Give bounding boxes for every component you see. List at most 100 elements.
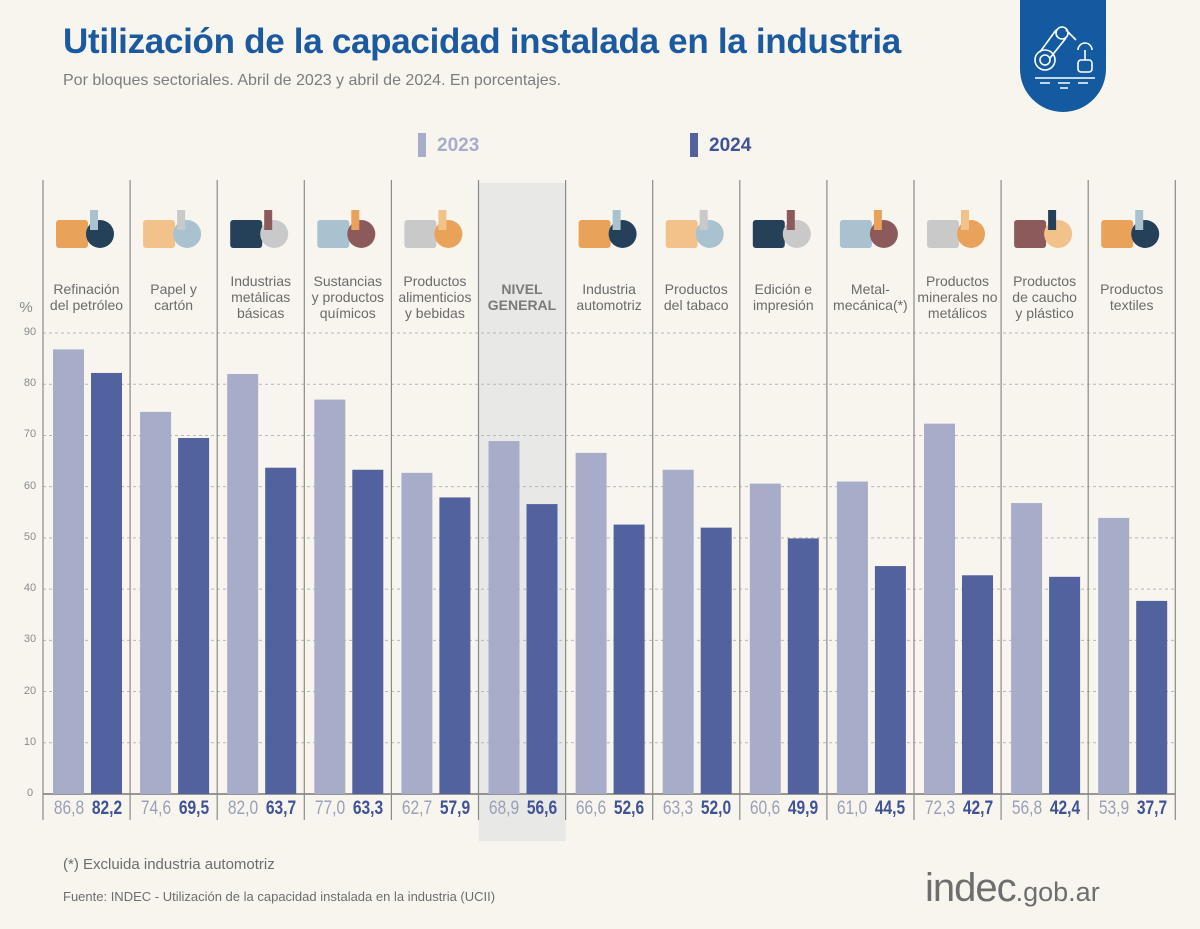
y-tick-label: 50 [23,530,37,543]
legend-swatch-2023 [418,133,426,157]
y-tick-label: 20 [23,684,37,697]
bar-2023 [1098,517,1130,794]
data-label-2023: 60,6 [750,798,781,819]
legend-label-2024: 2024 [709,135,752,156]
y-tick-label: 10 [23,735,37,748]
bar-2024 [787,538,819,794]
data-label-2024: 52,0 [701,798,732,819]
category-label: Papel y cartón [150,281,197,313]
data-label-2023: 86,8 [53,798,84,819]
indec-logo: indec.gob.ar [925,866,1100,911]
bar-2024 [526,504,558,794]
bar-2024 [962,575,993,794]
bar-2023 [140,411,172,794]
chemical-flask-icon [317,210,376,248]
bar-2024 [265,467,297,794]
data-label-2024: 44,5 [875,798,906,819]
data-label-2023: 82,0 [227,798,258,819]
printing-roll-icon [752,210,811,248]
data-label-2023: 77,0 [314,798,345,819]
data-label-2024: 69,5 [178,798,209,819]
bar-2024 [700,527,732,794]
data-label-2023: 72,3 [924,798,955,819]
y-tick-label: 40 [23,582,37,595]
category-label: Metal- mecánica(*) [833,281,908,313]
data-label-2024: 42,4 [1049,798,1080,819]
bar-2023 [749,483,781,794]
paper-box-icon [143,210,202,248]
category-label: NIVEL GENERAL [487,281,557,313]
data-label-2023: 63,3 [663,798,694,819]
bar-2023 [575,452,607,794]
pipe-cigarette-icon [665,210,724,248]
y-tick-label: 60 [23,479,37,492]
bar-2023 [488,441,520,794]
category-label: Sustancias y productos químicos [311,273,384,321]
data-label-2023: 53,9 [1098,798,1129,819]
bar-2023 [53,349,84,794]
data-label-2024: 37,7 [1136,798,1167,819]
category-label: Productos minerales no metálicos [917,273,998,321]
y-tick-label: 80 [23,377,37,390]
data-label-2024: 52,6 [613,798,645,819]
bar-2024 [613,524,645,794]
category-label: Productos de caucho y plástico [1012,273,1077,321]
category-label: Productos del tabaco [663,281,729,313]
bar-2023 [1011,503,1043,794]
gears-icon [839,210,898,248]
mineral-mixer-icon [927,210,985,248]
category-label: Industrias metálicas básicas [230,273,292,321]
y-tick-label: 30 [23,633,37,646]
data-label-2024: 49,9 [788,798,819,819]
data-label-2024: 42,7 [962,798,993,819]
brand-suffix: .gob.ar [1015,877,1100,907]
footnote: (*) Excluida industria automotriz [63,856,275,873]
data-label-2024: 56,6 [526,798,558,819]
bar-2023 [401,472,433,794]
category-label: Productos alimenticios y bebidas [398,273,472,321]
refinery-icon [56,210,114,248]
bar-2023 [227,373,259,794]
data-label-2023: 56,8 [1011,798,1042,819]
category-label: Productos textiles [1100,281,1164,313]
bar-2024 [178,438,210,794]
y-tick-label: 0 [26,787,34,799]
category-label: Edición e impresión [752,281,814,313]
page-subtitle: Por bloques sectoriales. Abril de 2023 y… [63,72,562,89]
food-bottle-bread-icon [404,210,463,248]
legend-label-2023: 2023 [437,135,480,156]
textile-spool-icon [1101,210,1160,248]
data-label-2024: 82,2 [91,798,122,819]
y-tick-label: 70 [23,428,37,441]
robot-arm-logo-icon [1020,0,1106,112]
bar-2024 [1049,576,1081,794]
data-label-2023: 62,7 [401,798,433,819]
data-label-2024: 63,7 [265,798,296,819]
bar-2023 [924,423,955,794]
legend-swatch-2024 [690,133,698,157]
data-label-2024: 57,9 [439,798,471,819]
category-label: Industria automotriz [576,281,642,313]
brand-main: indec [925,866,1017,910]
bar-2023 [314,399,346,794]
source-note: Fuente: INDEC - Utilización de la capaci… [63,889,496,904]
bar-2024 [352,469,384,794]
tire-bottle-icon [1014,210,1073,248]
data-label-2023: 68,9 [488,798,520,819]
bar-2024 [1136,600,1168,794]
bar-2024 [439,497,471,794]
metal-saw-icon [230,210,289,248]
car-icon [578,210,637,248]
data-label-2023: 74,6 [140,798,171,819]
bar-2024 [91,372,122,794]
category-label: Refinación del petróleo [49,281,124,313]
y-axis-label: % [19,299,33,316]
y-tick-label: 90 [23,326,37,338]
bar-2024 [874,566,906,794]
data-label-2024: 63,3 [352,798,383,819]
bar-2023 [836,481,868,794]
data-label-2023: 66,6 [575,798,607,819]
bar-2023 [662,469,694,794]
data-label-2023: 61,0 [837,798,868,819]
